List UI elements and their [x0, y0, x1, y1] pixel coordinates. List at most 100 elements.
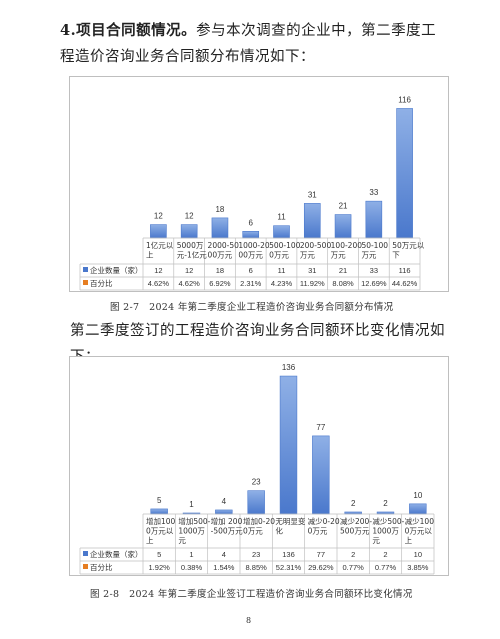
- category-label: 0万元: [269, 251, 289, 260]
- category-label: 减少200-: [340, 516, 372, 526]
- table-cell: 8.08%: [332, 279, 354, 288]
- bar: [242, 231, 260, 239]
- bar: [150, 508, 168, 515]
- category-label: 元: [372, 536, 380, 545]
- category-label: 万元: [361, 251, 376, 260]
- table-cell: 44.62%: [392, 279, 418, 288]
- bar-value-label: 18: [215, 205, 224, 214]
- page-number: 8: [246, 616, 252, 625]
- table-cell: 4.62%: [179, 279, 201, 288]
- category-label: 万元: [331, 251, 346, 260]
- series-name: 企业数量（家）: [90, 549, 143, 559]
- bar-value-label: 33: [369, 188, 378, 197]
- bar: [396, 108, 413, 239]
- bar: [215, 509, 233, 515]
- bar-value-label: 11: [277, 213, 286, 222]
- table-cell: 2: [351, 550, 355, 559]
- category-label: 减少500-: [372, 516, 404, 526]
- category-label: 1亿元以: [146, 240, 174, 250]
- bar-value-label: 12: [154, 212, 163, 221]
- category-label: 万元: [300, 251, 315, 260]
- category-label: 增加100: [146, 516, 176, 526]
- chart-contract-distribution: 12 12 18 6 11 31 21 33 116 1亿元以上 5000万 元-1亿元 2000-50…: [69, 76, 449, 292]
- category-label: 0万元: [308, 527, 328, 536]
- category-label: 元-1亿元: [177, 250, 207, 260]
- legend-swatch: [83, 267, 88, 272]
- category-label: 100-200: [331, 241, 363, 250]
- bar-value-label: 4: [222, 497, 227, 506]
- category-label: -500万元: [211, 527, 244, 536]
- category-label: 上: [146, 251, 154, 260]
- table-cell: 33: [370, 266, 378, 275]
- category-label: 减少0-20: [308, 516, 340, 526]
- table-cell: 77: [317, 550, 325, 559]
- category-label: 50万元以: [392, 241, 425, 250]
- bar: [150, 224, 167, 239]
- table-cell: 11.92%: [300, 279, 325, 288]
- table-cell: 52.31%: [276, 563, 302, 572]
- bar: [279, 375, 298, 515]
- bar: [211, 217, 229, 239]
- category-label: 增加 200: [211, 516, 243, 526]
- category-label: 00万元: [238, 251, 263, 260]
- bar-value-label: 31: [308, 190, 317, 199]
- bar: [180, 224, 198, 239]
- bar: [303, 203, 321, 239]
- table-cell: 1.92%: [149, 563, 171, 572]
- category-label: 0万元: [243, 527, 263, 536]
- category-label: 500-100: [269, 241, 301, 250]
- bar-value-label: 2: [383, 499, 388, 508]
- bar: [334, 214, 352, 239]
- bar-value-label: 1: [189, 500, 194, 509]
- table-cell: 4.62%: [148, 279, 170, 288]
- series-name: 百分比: [90, 278, 113, 288]
- table-cell: 18: [216, 266, 224, 275]
- table-cell: 0.77%: [375, 563, 397, 572]
- legend-swatch: [83, 280, 88, 285]
- category-label: 200-500: [300, 241, 332, 250]
- bar-value-label: 77: [316, 423, 325, 432]
- bar-value-label: 5: [157, 496, 162, 505]
- category-label: 增加0-20: [243, 516, 275, 526]
- table-cell: 116: [399, 266, 411, 275]
- bar: [409, 503, 427, 515]
- figure-caption: 图 2-8 2024 年第二季度企业签订工程造价咨询业务合同额环比变化情况: [90, 589, 413, 600]
- bar-value-label: 12: [185, 212, 194, 221]
- category-label: 500万元: [340, 527, 370, 536]
- bar-value-label: 6: [248, 218, 253, 227]
- bar: [312, 435, 330, 515]
- paragraph-text: 参与本次调查的企业中，第二季度工程造价咨询业务合同额分布情况如下：: [60, 23, 437, 65]
- table-cell: 136: [282, 550, 295, 559]
- table-cell: 11: [278, 266, 286, 275]
- category-label: 5000万: [177, 241, 204, 250]
- table-cell: 21: [339, 266, 347, 275]
- figure-caption: 图 2-7 2024 年第二季度企业工程造价咨询业务合同额分布情况: [110, 302, 394, 313]
- table-cell: 4.23%: [271, 279, 293, 288]
- category-label: 元: [178, 536, 186, 545]
- series-name: 百分比: [90, 562, 113, 572]
- chart-svg: 12 12186113121331161亿元以上5000万元-1亿元2000-50…: [79, 95, 425, 291]
- table-cell: 1: [189, 550, 193, 559]
- table-cell: 0.77%: [343, 563, 365, 572]
- category-label: 化: [275, 526, 283, 536]
- bar-value-label: 10: [413, 491, 422, 500]
- category-label: 增加500-: [178, 516, 210, 526]
- table-cell: 2.31%: [240, 279, 262, 288]
- category-label: 减少100: [405, 516, 435, 526]
- category-label: 上: [146, 536, 154, 545]
- table-cell: 10: [414, 550, 422, 559]
- category-label: 无明显变: [275, 516, 305, 526]
- bar-value-label: 21: [339, 202, 348, 211]
- category-label: 下: [392, 251, 400, 260]
- table-cell: 12: [154, 266, 162, 275]
- table-cell: 23: [252, 550, 260, 559]
- table-cell: 0.38%: [181, 563, 203, 572]
- table-cell: 29.62%: [308, 563, 334, 572]
- table-cell: 12.69%: [361, 279, 387, 288]
- section-heading: 4.项目合同额情况。: [60, 22, 197, 39]
- bar-value-label: 2: [351, 499, 356, 508]
- table-cell: 8.85%: [246, 563, 268, 572]
- bar-value-label: 23: [252, 478, 261, 487]
- bar-value-label: 116: [398, 95, 411, 104]
